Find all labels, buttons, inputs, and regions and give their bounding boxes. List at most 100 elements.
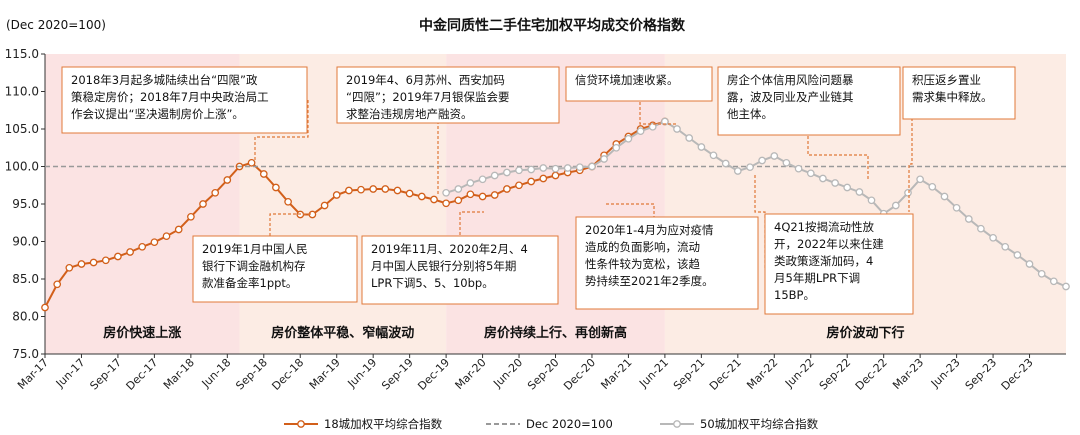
- data-point: [867, 196, 876, 205]
- x-tick-label: Mar-18: [161, 356, 197, 392]
- x-tick-label: Mar-20: [453, 356, 489, 392]
- phase-label: 房价持续上行、再创新高: [484, 325, 627, 341]
- data-point: [855, 188, 864, 196]
- data-point: [794, 164, 803, 173]
- x-tick-label: Sep-18: [233, 356, 270, 393]
- annotation-text-line: 2019年1月中国人民: [202, 242, 308, 256]
- y-tick-label: 110.0: [5, 85, 39, 99]
- data-point: [539, 174, 548, 183]
- legend-marker: [297, 420, 305, 428]
- data-point: [588, 162, 596, 171]
- series-line-0: [44, 120, 666, 308]
- annotation-leader-line: [606, 203, 655, 217]
- data-point: [284, 197, 292, 206]
- data-point: [624, 134, 633, 143]
- phase-label: 房价波动下行: [826, 325, 904, 341]
- y-tick-label: 105.0: [5, 122, 39, 136]
- data-point: [442, 188, 450, 197]
- data-point: [114, 252, 122, 261]
- data-point: [65, 263, 74, 272]
- annotation-text-line: 4Q21按揭流动性放: [774, 220, 875, 234]
- annotation-text-line: 月5年期LPR下调: [774, 271, 860, 285]
- x-tick-label: Mar-22: [744, 356, 780, 392]
- data-point: [733, 167, 742, 175]
- data-point: [600, 155, 608, 163]
- data-point: [673, 125, 681, 133]
- annotation-leader-line: [254, 100, 309, 160]
- data-point: [661, 117, 669, 126]
- annotation-text-line: 造成的负面影响，流动: [585, 240, 700, 254]
- y-tick-label: 100.0: [5, 160, 39, 174]
- x-tick-label: Dec-20: [561, 356, 598, 393]
- annotation-leader-line: [639, 92, 678, 125]
- data-point: [819, 174, 827, 183]
- x-tick-label: Sep-21: [671, 356, 708, 393]
- data-point: [478, 192, 487, 201]
- data-point: [612, 143, 621, 152]
- annotation-text-line: 开，2022年以来住建: [774, 237, 884, 251]
- annotation-text-line: 类政策逐渐加码，4: [774, 254, 873, 268]
- data-point: [928, 182, 937, 191]
- annotation-box: [61, 66, 308, 134]
- annotation-text-line: LPR下调5、5、10bp。: [371, 276, 494, 290]
- data-point: [259, 170, 268, 178]
- data-point: [101, 256, 110, 265]
- data-point: [490, 191, 499, 199]
- x-tick-label: Dec-23: [999, 356, 1036, 393]
- data-point: [162, 232, 171, 241]
- annotation-text-line: 2019年11月、2020年2月、4: [371, 242, 528, 256]
- data-point: [563, 164, 572, 172]
- data-point: [272, 183, 280, 192]
- data-point: [989, 233, 997, 242]
- data-point: [345, 186, 353, 195]
- annotation-text-line: 款准备金率1ppt。: [202, 276, 297, 290]
- x-tick-label: Dec-18: [269, 356, 306, 393]
- legend-label: Dec 2020=100: [526, 417, 613, 431]
- data-point: [515, 166, 523, 175]
- data-point: [575, 163, 584, 172]
- x-tick-label: Mar-23: [890, 356, 926, 392]
- annotation-text-line: 他主体。: [727, 107, 773, 121]
- legend-label: 50城加权平均综合指数: [700, 417, 819, 431]
- data-point: [369, 185, 378, 193]
- annotation-leader-line: [807, 131, 869, 181]
- data-point: [648, 122, 657, 131]
- x-tick-label: Mar-19: [307, 356, 343, 392]
- x-tick-label: Sep-23: [963, 356, 1000, 393]
- data-point: [466, 179, 475, 187]
- x-tick-label: Jun-17: [53, 356, 88, 391]
- data-point: [709, 151, 718, 160]
- data-point: [138, 242, 147, 251]
- data-point: [551, 171, 560, 180]
- annotation-box: [565, 66, 713, 102]
- data-point: [381, 185, 390, 193]
- data-point: [551, 164, 560, 173]
- annotation-1: 2018年3月起多城陆续出台“四限”政策稳定房价；2018年7月中央政治局工作会…: [61, 66, 308, 134]
- annotation-text-line: 房企个体信用风险问题暴: [727, 73, 854, 87]
- data-point: [758, 156, 766, 165]
- y-tick-label: 85.0: [12, 272, 39, 286]
- phase-label: 房价快速上涨: [103, 325, 181, 341]
- annotation-text-line: 2019年4、6月苏州、西安加码: [346, 73, 505, 87]
- data-point: [977, 224, 985, 233]
- annotation-text-line: 银行下调金融机构存: [202, 259, 306, 273]
- annotation-text-line: 15BP。: [774, 288, 815, 302]
- x-tick-label: Jun-18: [199, 356, 234, 391]
- data-point: [332, 191, 341, 199]
- data-point: [320, 201, 329, 210]
- data-point: [1062, 282, 1070, 291]
- data-point: [211, 188, 220, 197]
- data-point: [247, 158, 256, 167]
- data-point: [964, 215, 973, 223]
- x-tick-label: Mar-21: [598, 356, 634, 392]
- data-point: [503, 168, 511, 177]
- data-point: [952, 203, 961, 212]
- annotation-leader-line: [459, 211, 484, 240]
- y-tick-label: 75.0: [12, 347, 39, 361]
- data-point: [782, 158, 791, 167]
- annotation-leader-line: [908, 88, 913, 212]
- data-point: [721, 159, 730, 168]
- series-line-2: [445, 120, 1067, 288]
